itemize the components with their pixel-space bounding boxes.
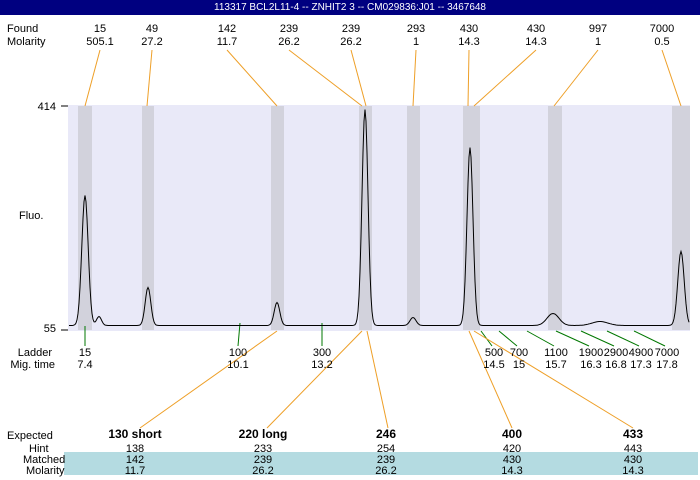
hint-row-label: Hint xyxy=(29,443,49,455)
ladder-size-value: 300 xyxy=(312,347,332,359)
found-size-value: 239 xyxy=(279,23,299,35)
molarity-value: 26.2 xyxy=(375,465,397,477)
ladder-connector-lines xyxy=(84,322,666,347)
found-size-value: 142 xyxy=(217,23,237,35)
molarity-row-label-bottom: Molarity xyxy=(26,465,65,477)
hint-value: 254 xyxy=(376,443,396,455)
found-molarity-value: 14.3 xyxy=(525,36,547,48)
ladder-size-value: 500 xyxy=(484,347,504,359)
migtime-row-label: Mig. time xyxy=(10,359,55,371)
found-size-value: 430 xyxy=(459,23,479,35)
found-size-value: 239 xyxy=(341,23,361,35)
ladder-size-value: 1100 xyxy=(544,347,568,359)
hint-value: 443 xyxy=(623,443,643,455)
molarity-value: 14.3 xyxy=(501,465,523,477)
expected-size-value: 433 xyxy=(622,427,644,441)
found-molarity-value: 14.3 xyxy=(458,36,480,48)
ladder-migtime-value: 15.7 xyxy=(545,359,567,371)
expected-row-label: Expected xyxy=(7,430,53,442)
ladder-migtime-value: 15 xyxy=(512,359,526,371)
found-molarity-value: 26.2 xyxy=(278,36,300,48)
peak-connector-lines xyxy=(84,49,682,429)
ladder-migtime-value: 16.8 xyxy=(605,359,627,371)
title-bar: 113317 BCL2L11-4 -- ZNHIT2 3 -- CM029836… xyxy=(0,0,700,15)
ladder-row-label: Ladder xyxy=(17,347,52,359)
molarity-value: 14.3 xyxy=(622,465,644,477)
ladder-migtime-value: 17.8 xyxy=(656,359,678,371)
found-molarity-value: 27.2 xyxy=(141,36,163,48)
found-size-value: 997 xyxy=(588,23,608,35)
expected-size-value: 220 long xyxy=(238,427,288,441)
found-row-label: Found xyxy=(7,23,39,35)
matched-row-label: Matched xyxy=(23,454,66,466)
matched-value: 239 xyxy=(253,454,273,466)
expected-size-value: 130 short xyxy=(108,427,162,441)
ladder-size-value: 700 xyxy=(509,347,529,359)
ladder-size-value: 2900 xyxy=(603,347,629,359)
ladder-size-value: 4900 xyxy=(628,347,654,359)
molarity-row-label: Molarity xyxy=(7,36,46,48)
window-title: 113317 BCL2L11-4 -- ZNHIT2 3 -- CM029836… xyxy=(214,2,486,13)
fluorescence-trace xyxy=(69,109,690,326)
found-molarity-value: 505.1 xyxy=(86,36,114,48)
matched-value: 142 xyxy=(125,454,145,466)
matched-value: 430 xyxy=(502,454,522,466)
ladder-migtime-value: 14.5 xyxy=(483,359,505,371)
expected-size-value: 400 xyxy=(501,427,523,441)
matched-value: 239 xyxy=(376,454,396,466)
matched-value: 430 xyxy=(623,454,643,466)
ladder-size-value: 1900 xyxy=(578,347,604,359)
ladder-migtime-value: 16.3 xyxy=(580,359,602,371)
ladder-size-value: 15 xyxy=(78,347,92,359)
marker-bands xyxy=(78,106,690,330)
found-molarity-value: 0.5 xyxy=(654,36,670,48)
y-axis-ticks xyxy=(61,105,68,331)
plot-background xyxy=(68,105,690,331)
y-axis-title: Fluo. xyxy=(19,210,44,222)
hint-value: 138 xyxy=(125,443,145,455)
found-size-value: 49 xyxy=(145,23,159,35)
molarity-value: 26.2 xyxy=(252,465,274,477)
found-molarity-value: 1 xyxy=(412,36,420,48)
found-size-value: 15 xyxy=(93,23,107,35)
y-axis-min-label: 55 xyxy=(43,323,56,335)
found-size-value: 7000 xyxy=(649,23,675,35)
hint-value: 233 xyxy=(253,443,273,455)
found-size-value: 293 xyxy=(406,23,426,35)
found-molarity-value: 26.2 xyxy=(340,36,362,48)
matched-row-highlight xyxy=(64,452,698,475)
ladder-migtime-value: 17.3 xyxy=(630,359,652,371)
ladder-migtime-value: 13.2 xyxy=(311,359,333,371)
hint-value: 420 xyxy=(502,443,522,455)
ladder-size-value: 7000 xyxy=(654,347,680,359)
molarity-value: 11.7 xyxy=(124,465,146,477)
found-molarity-value: 11.7 xyxy=(216,36,238,48)
found-size-value: 430 xyxy=(526,23,546,35)
ladder-migtime-value: 10.1 xyxy=(227,359,249,371)
ladder-migtime-value: 7.4 xyxy=(77,359,93,371)
ladder-size-value: 100 xyxy=(228,347,248,359)
expected-size-value: 246 xyxy=(375,427,397,441)
found-molarity-value: 1 xyxy=(594,36,602,48)
y-axis-max-label: 414 xyxy=(37,101,56,113)
